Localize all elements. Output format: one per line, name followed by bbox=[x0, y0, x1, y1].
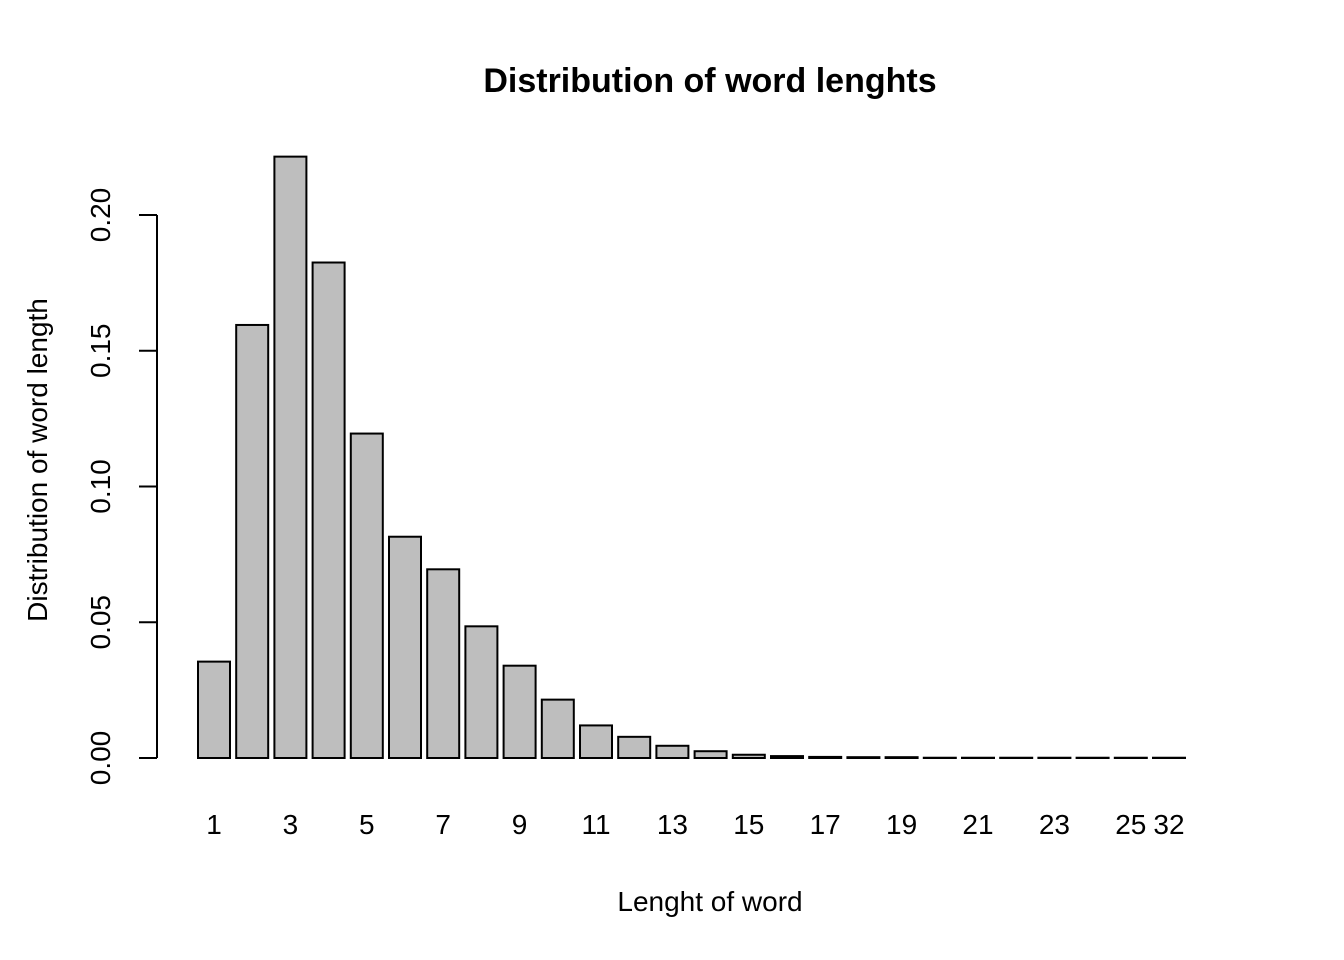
x-tick-label: 11 bbox=[581, 809, 610, 840]
bar-9 bbox=[502, 664, 537, 759]
x-tick-label: 17 bbox=[810, 809, 841, 840]
y-tick-label: 0.20 bbox=[85, 188, 116, 243]
bar-18 bbox=[846, 756, 881, 759]
x-tick-label: 21 bbox=[962, 809, 993, 840]
x-tick-label: 1 bbox=[206, 809, 222, 840]
bar-11 bbox=[579, 724, 613, 759]
x-tick-label: 3 bbox=[283, 809, 299, 840]
y-tick-label: 0.15 bbox=[85, 324, 116, 379]
x-tick-label: 5 bbox=[359, 809, 375, 840]
bar-5 bbox=[349, 432, 384, 759]
y-tick-label: 0.00 bbox=[85, 731, 116, 786]
bar-8 bbox=[464, 625, 499, 760]
bar-13 bbox=[655, 744, 690, 759]
y-axis: 0.00 0.05 0.10 0.15 0.20 bbox=[85, 188, 158, 786]
bar-14 bbox=[693, 750, 728, 760]
bar-3 bbox=[273, 155, 308, 759]
y-axis-label: Distribution of word length bbox=[22, 298, 53, 622]
x-tick-label: 15 bbox=[733, 809, 764, 840]
bar-16 bbox=[770, 755, 804, 759]
x-axis-tick-labels: 1 3 5 7 9 11 13 15 17 19 21 23 25 32 bbox=[206, 809, 1184, 840]
x-axis-label: Lenght of word bbox=[617, 886, 802, 917]
chart-title: Distribution of word lenghts bbox=[483, 62, 936, 100]
x-tick-label: 32 bbox=[1153, 809, 1184, 840]
y-tick-label: 0.05 bbox=[85, 595, 116, 650]
bar-4 bbox=[311, 261, 346, 759]
x-tick-label: 7 bbox=[435, 809, 451, 840]
bars bbox=[197, 155, 1186, 760]
bar-12 bbox=[617, 735, 652, 759]
bar-2 bbox=[235, 323, 270, 759]
bar-15 bbox=[731, 753, 766, 760]
bar-6 bbox=[388, 535, 422, 759]
x-tick-label: 25 bbox=[1115, 809, 1146, 840]
bar-19 bbox=[884, 756, 919, 759]
bar-7 bbox=[426, 568, 461, 759]
x-tick-label: 9 bbox=[512, 809, 528, 840]
x-tick-label: 13 bbox=[657, 809, 688, 840]
bar-10 bbox=[540, 698, 575, 760]
y-tick-label: 0.10 bbox=[85, 459, 116, 514]
bar-17 bbox=[808, 755, 843, 760]
x-tick-label: 23 bbox=[1039, 809, 1070, 840]
x-tick-label: 19 bbox=[886, 809, 917, 840]
bar-1 bbox=[197, 660, 231, 759]
